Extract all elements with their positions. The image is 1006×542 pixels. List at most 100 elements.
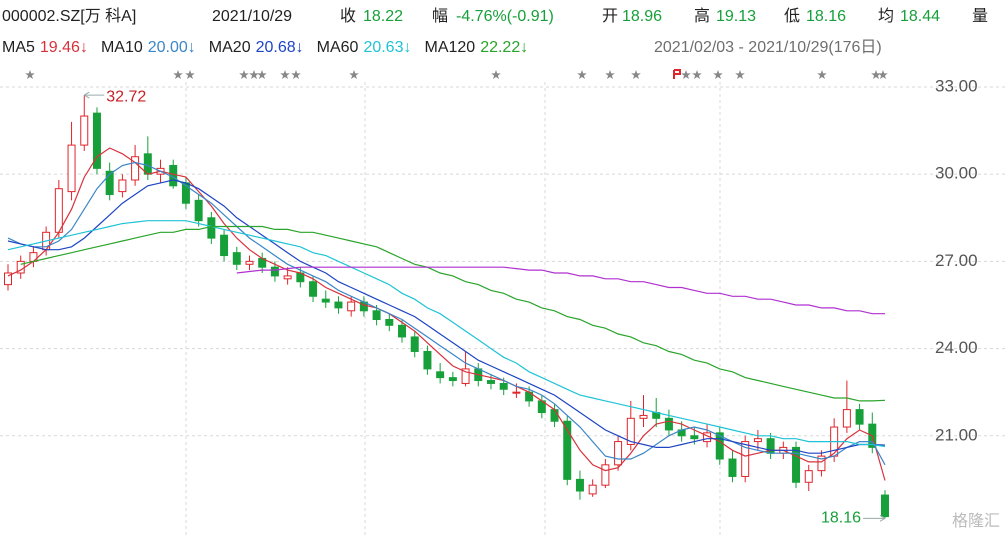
candle-body xyxy=(194,199,203,222)
legend-name: MA5 xyxy=(2,39,35,56)
change-value: -4.76%(-0.91) xyxy=(456,8,554,25)
y-tick-label: 33.00 xyxy=(935,76,978,95)
legend-value: 20.00↓ xyxy=(148,39,196,56)
candle-body xyxy=(54,188,63,233)
candle-body xyxy=(398,324,407,338)
symbol: 000002.SZ[万 科A] xyxy=(2,7,136,25)
candle-body xyxy=(448,377,457,382)
candle-body xyxy=(410,336,419,352)
y-tick-label: 27.00 xyxy=(935,251,978,270)
legend-name: MA20 xyxy=(209,39,251,56)
candle-body xyxy=(639,414,648,419)
candle-body xyxy=(614,441,623,466)
legend-value: 20.68↓ xyxy=(256,39,304,56)
y-tick-label: 21.00 xyxy=(935,425,978,444)
candle-body xyxy=(728,458,737,477)
candle-body xyxy=(601,464,610,486)
candle-body xyxy=(92,112,101,169)
candle-body xyxy=(423,350,432,370)
candle-body xyxy=(753,438,762,443)
candle-body xyxy=(817,455,826,472)
legend: MA5 19.46↓ MA10 20.00↓ MA20 20.68↓ MA60 20.63↓ M… xyxy=(2,39,528,56)
ma-line xyxy=(7,179,886,454)
candle-body xyxy=(550,409,559,422)
volume-label: 量 xyxy=(972,8,988,25)
candle-body xyxy=(804,470,813,483)
candle-body xyxy=(499,382,508,390)
close-label: 收 xyxy=(340,7,356,25)
avg-label: 均 xyxy=(878,7,894,25)
candle-body xyxy=(309,281,318,297)
legend-name: MA10 xyxy=(101,39,143,56)
legend-value: 19.46↓ xyxy=(40,39,88,56)
low-value: 18.16 xyxy=(806,8,846,25)
legend-value: 20.63↓ xyxy=(363,39,411,56)
candle-body xyxy=(105,170,114,196)
change-label: 幅 xyxy=(432,7,448,25)
candle-body xyxy=(220,234,229,257)
candle-body xyxy=(232,252,241,265)
candle-body xyxy=(67,144,76,193)
candle-body xyxy=(792,446,801,483)
candle-body xyxy=(207,217,216,239)
min-arrow xyxy=(863,514,886,522)
event-stars xyxy=(25,69,888,79)
candle-body xyxy=(461,368,470,384)
candle-body xyxy=(842,409,851,428)
month-separators xyxy=(185,82,721,537)
candle-body xyxy=(588,484,597,495)
candle-body xyxy=(626,417,635,445)
watermark: 格隆汇 xyxy=(952,512,1000,530)
candle-body xyxy=(118,179,127,193)
date: 2021/10/29 xyxy=(212,8,292,25)
open-label: 开 xyxy=(602,8,618,25)
candle-body xyxy=(486,380,495,384)
candle-body xyxy=(245,260,254,265)
date-range: 2021/02/03 - 2021/10/29(176日) xyxy=(654,39,882,56)
candle-body xyxy=(664,417,673,431)
candle-body xyxy=(4,272,12,286)
candle-body xyxy=(372,310,381,321)
max-arrow xyxy=(84,91,105,99)
high-value: 19.13 xyxy=(716,8,756,25)
min-label: 18.16 xyxy=(821,510,861,527)
candle-body xyxy=(270,266,279,277)
candle-body xyxy=(321,298,330,303)
y-tick-label: 24.00 xyxy=(935,338,978,357)
candle-body xyxy=(512,391,521,394)
candle-body xyxy=(881,494,889,518)
candle-body xyxy=(741,441,750,477)
plot: 33.00 30.00 27.00 24.00 21.00 32.72 18.16 xyxy=(0,76,1006,527)
candle-body xyxy=(283,275,292,280)
candle-body xyxy=(855,409,864,425)
ma-line xyxy=(20,225,886,402)
candle-body xyxy=(80,115,89,146)
ma-line xyxy=(7,161,886,466)
candle-body xyxy=(347,301,356,312)
high-label: 高 xyxy=(694,7,710,25)
candle-body xyxy=(143,153,152,175)
ma-line xyxy=(7,147,886,481)
legend-name: MA120 xyxy=(424,39,475,56)
header: 000002.SZ[万 科A] 2021/10/29 收 18.22 幅 -4.… xyxy=(2,7,988,25)
candle-body xyxy=(575,478,584,492)
low-label: 低 xyxy=(784,7,800,25)
ma-line xyxy=(236,266,885,315)
legend-value: 22.22↓ xyxy=(480,39,528,56)
candle-body xyxy=(715,432,724,460)
candle-body xyxy=(131,156,140,181)
legend-name: MA60 xyxy=(317,39,359,56)
candle-body xyxy=(690,435,699,440)
close-value: 18.22 xyxy=(363,8,403,25)
candle-body xyxy=(334,301,343,309)
candle-body xyxy=(563,420,572,480)
open-value: 18.96 xyxy=(622,8,662,25)
y-tick-label: 30.00 xyxy=(935,164,978,183)
candle-body xyxy=(385,319,394,326)
max-label: 32.72 xyxy=(106,88,146,105)
avg-value: 18.44 xyxy=(900,8,940,25)
candle-body xyxy=(29,252,38,262)
candle-body xyxy=(436,371,445,379)
